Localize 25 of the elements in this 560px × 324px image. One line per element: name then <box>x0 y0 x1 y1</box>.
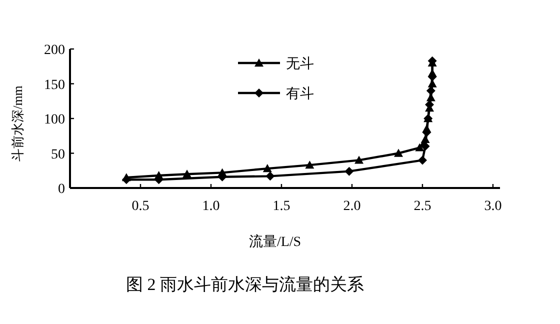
legend-label: 无斗 <box>286 56 314 72</box>
point <box>354 156 364 164</box>
point <box>394 148 403 157</box>
x-tick-label: 2.5 <box>414 199 432 214</box>
x-tick-label: 2.0 <box>343 199 361 214</box>
point <box>262 164 272 172</box>
y-tick-label: 200 <box>44 43 65 58</box>
y-tick-label: 100 <box>44 112 65 128</box>
point <box>266 172 275 181</box>
x-tick-label: 1.5 <box>272 199 290 214</box>
x-axis-title: 流量/L/S <box>248 234 302 250</box>
y-tick-label: 150 <box>44 78 65 93</box>
y-axis-title: 斗前水深/mm <box>10 86 25 162</box>
point <box>418 156 427 165</box>
x-tick-label: 1.0 <box>202 199 220 214</box>
x-tick-label: 3.0 <box>484 199 502 214</box>
x-tick-label: 0.5 <box>132 199 150 214</box>
point <box>415 143 424 152</box>
text: 图 2 雨水斗前水深与流量的关系 <box>126 275 364 294</box>
point <box>182 170 192 178</box>
point <box>305 160 314 169</box>
legend-label: 有斗 <box>286 86 314 102</box>
y-tick-label: 0 <box>58 182 65 197</box>
y-tick-label: 50 <box>51 147 65 162</box>
point <box>344 166 354 176</box>
